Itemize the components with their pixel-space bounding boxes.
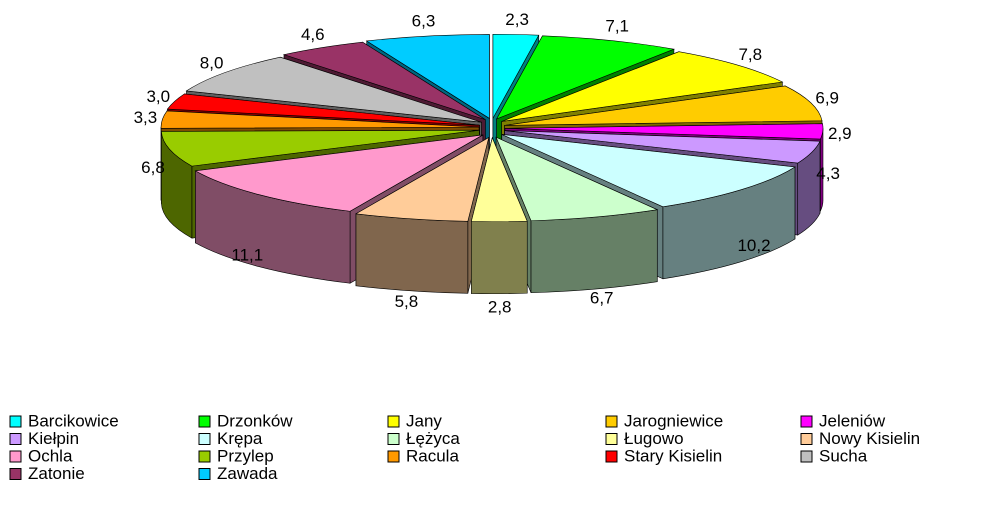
data-label: 3,0 — [146, 87, 170, 106]
data-label: 2,3 — [505, 10, 529, 29]
data-label: 7,8 — [738, 45, 762, 64]
legend-swatch — [606, 434, 617, 445]
legend-swatch — [10, 434, 21, 445]
legend-label: Kiełpin — [28, 429, 79, 448]
data-label: 6,9 — [815, 88, 839, 107]
legend-label: Sucha — [819, 446, 868, 465]
data-label: 6,8 — [141, 158, 165, 177]
legend-swatch — [606, 416, 617, 427]
legend-label: Drzonków — [217, 411, 293, 430]
legend-label: Racula — [406, 446, 459, 465]
legend-swatch — [10, 416, 21, 427]
legend-label: Ługowo — [624, 429, 684, 448]
legend-label: Jeleniów — [819, 411, 886, 430]
legend-swatch — [199, 434, 210, 445]
data-label: 2,8 — [488, 297, 512, 316]
data-label: 8,0 — [200, 54, 224, 73]
legend-label: Nowy Kisielin — [819, 429, 920, 448]
legend-label: Zawada — [217, 464, 278, 483]
legend-swatch — [199, 416, 210, 427]
data-label: 2,9 — [828, 124, 852, 143]
legend-swatch — [606, 451, 617, 462]
legend-label: Krępa — [217, 429, 263, 448]
legend-label: Stary Kisielin — [624, 446, 722, 465]
legend-label: Jarogniewice — [624, 411, 723, 430]
legend-swatch — [388, 434, 399, 445]
legend-swatch — [801, 416, 812, 427]
data-label: 4,3 — [816, 164, 840, 183]
slice-side — [471, 221, 527, 294]
data-label: 11,1 — [231, 245, 263, 264]
legend-label: Barcikowice — [28, 411, 119, 430]
legend-swatch — [801, 434, 812, 445]
legend-swatch — [10, 469, 21, 480]
legend-swatch — [388, 451, 399, 462]
legend-label: Łężyca — [406, 429, 460, 448]
data-label: 10,2 — [737, 236, 770, 255]
legend-swatch — [199, 469, 210, 480]
data-label: 4,6 — [301, 25, 325, 44]
data-label: 6,7 — [590, 288, 614, 307]
data-label: 3,3 — [134, 108, 158, 127]
legend-label: Przylep — [217, 446, 274, 465]
legend-swatch — [388, 416, 399, 427]
legend-label: Zatonie — [28, 464, 85, 483]
legend-swatch — [199, 451, 210, 462]
data-label: 5,8 — [395, 292, 419, 311]
legend-swatch — [10, 451, 21, 462]
data-label: 7,1 — [605, 17, 629, 36]
legend-label: Jany — [406, 411, 442, 430]
legend-label: Ochla — [28, 446, 73, 465]
slice-side — [356, 214, 468, 293]
data-label: 6,3 — [412, 12, 436, 31]
slice-side — [531, 210, 657, 293]
legend-swatch — [801, 451, 812, 462]
